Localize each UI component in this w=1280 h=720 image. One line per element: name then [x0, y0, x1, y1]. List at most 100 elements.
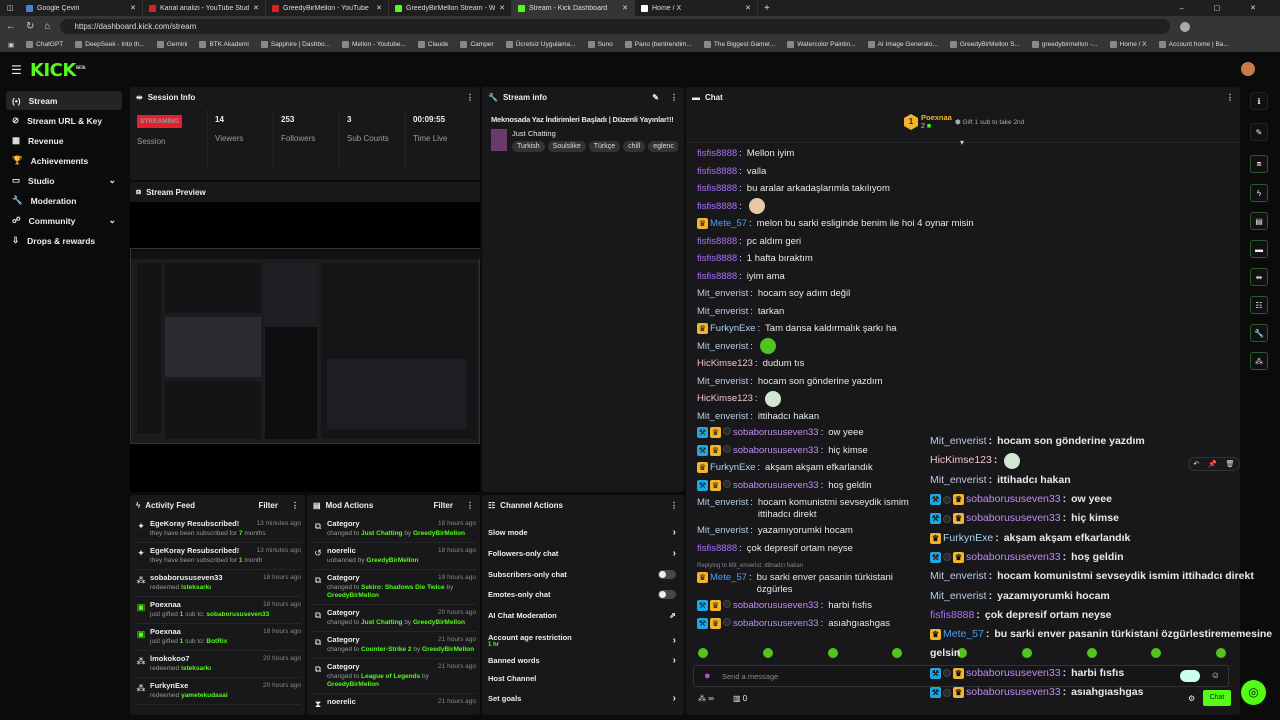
more-icon[interactable]: ⋮	[1226, 92, 1234, 102]
reload-icon[interactable]: ↻	[26, 21, 35, 32]
mod_actions-item[interactable]: ⧉ Category 20 hours ago changed to Just Cha…	[313, 606, 476, 632]
chat-message[interactable]: HicKimse123: dudum tıs	[697, 355, 1237, 373]
bookmark-apps-icon[interactable]: ▣	[8, 41, 15, 49]
sidebar-item-moderation[interactable]: 🔧 Moderation	[6, 191, 122, 210]
highlight[interactable]: Sekiro: Shadows Die Twice	[360, 584, 445, 591]
stream-preview-video[interactable]	[130, 248, 481, 444]
chat-username[interactable]: fisfis8888	[697, 165, 738, 177]
channel-action-set-goals[interactable]: Set goals ›	[488, 693, 676, 704]
browser-tab[interactable]: Stream - Kick Dashboard ✕	[512, 0, 635, 16]
chat-message[interactable]: ⚒ ♛ sobaborususeven33 : ow yeee	[930, 490, 1275, 509]
chat-username[interactable]: sobaborususeven33	[733, 479, 819, 491]
chat-message[interactable]: fisfis8888: iyim ama	[697, 268, 1237, 286]
highlight[interactable]: Just Chatting	[360, 530, 403, 537]
kick-logo[interactable]: KICKBETA	[30, 60, 86, 81]
category-name[interactable]: Just Chatting	[512, 129, 556, 138]
chat-message[interactable]: ♛ FurkynExe: akşam akşam efkarlandık	[697, 460, 925, 478]
tag[interactable]: Turkish	[512, 141, 545, 152]
chat-message[interactable]: Mit_enverist : hocam komunistmi sevseydik…	[930, 567, 1275, 586]
channel-action-followers-only-chat[interactable]: Followers-only chat ›	[488, 548, 676, 559]
tab-actions-icon[interactable]: ◫	[6, 5, 14, 12]
chat-username[interactable]: Mit_enverist	[697, 340, 749, 352]
bookmark[interactable]: Suno	[587, 41, 613, 48]
chat-username[interactable]: HicKimse123	[697, 358, 753, 369]
chat-username[interactable]: Mit_enverist	[930, 435, 987, 448]
chat-message[interactable]: ⚒ ♛ sobaborususeven33 : asıahgıashgas	[930, 683, 1275, 702]
tag[interactable]: Türkçe	[588, 141, 621, 152]
bookmark[interactable]: Claude	[417, 41, 448, 48]
chat-username[interactable]: fisfis8888	[697, 235, 738, 247]
chevron-right-icon[interactable]: ›	[672, 635, 676, 646]
mod_actions-item[interactable]: ⧉ Category 21 hours ago changed to League o…	[313, 660, 476, 694]
chat-username[interactable]: sobaborususeven33	[966, 666, 1061, 679]
activity-item[interactable]: ⁂ lmokokoo7 20 hours ago redeemed isteksark…	[136, 652, 301, 678]
chat-username[interactable]: sobaborususeven33	[966, 550, 1061, 563]
chat-username[interactable]: fisfis8888	[697, 183, 738, 194]
tag[interactable]: eglenc	[648, 141, 678, 152]
bookmark[interactable]: Gemini	[156, 41, 187, 48]
channel-action-banned-words[interactable]: Banned words ›	[488, 655, 676, 666]
edit-icon[interactable]: ✎	[1250, 123, 1268, 141]
chat-username[interactable]: fisfis8888	[697, 148, 738, 159]
chat-message[interactable]: fisfis8888: valla	[697, 163, 1237, 181]
chat-message[interactable]: Mit_enverist : yazamıyorumki hocam	[930, 586, 1275, 605]
chat-username[interactable]: sobaborususeven33	[733, 427, 819, 438]
chat-message[interactable]: ⚒ ♛ sobaborususeven33: harbi fısfıs	[697, 598, 925, 616]
mic-icon[interactable]: ●	[704, 670, 711, 682]
chat-username[interactable]: Mit_enverist	[697, 305, 749, 317]
chat-settings-icon[interactable]: ⚙	[1188, 694, 1196, 703]
chat-message[interactable]: ⚒ ♛ sobaborususeven33: hiç kimse	[697, 443, 925, 461]
mod_actions-item[interactable]: ⧗ noerelic 21 hours ago	[313, 695, 476, 715]
mod_actions-item[interactable]: ⧉ Category 19 hours ago changed to Sekiro: …	[313, 571, 476, 605]
highlight[interactable]: yametekudasai	[181, 692, 228, 699]
bookmark[interactable]: Sapphire | Dashbo...	[260, 41, 330, 48]
sidebar-item-stream-url-key[interactable]: ⊘ Stream URL & Key	[6, 111, 122, 130]
bookmark[interactable]: ChatGPT	[26, 41, 63, 48]
chat-message[interactable]: HicKimse123 :	[930, 451, 1275, 470]
close-tab-icon[interactable]: ✕	[622, 5, 628, 12]
info-icon[interactable]: ℹ	[1250, 92, 1268, 110]
bookmark[interactable]: DeepSeek - Into th...	[75, 41, 145, 48]
channel-points[interactable]: ⁂ ∞	[698, 694, 714, 703]
chat-username[interactable]: fisfis8888	[697, 542, 738, 554]
chat-message[interactable]: ♛ Mete_57: melon bu sarki esliginde benim …	[697, 215, 1237, 233]
emoji-icon[interactable]: ☺	[1210, 670, 1220, 680]
home-icon[interactable]: ⌂	[44, 21, 51, 32]
pin-icon[interactable]: 📌	[1208, 461, 1217, 468]
chevron-down-icon[interactable]: ⌄	[108, 215, 116, 225]
chat-username[interactable]: Mete_57	[710, 218, 747, 229]
bookmark[interactable]: BTK Akademi	[199, 41, 249, 48]
highlight[interactable]: isteksarkı	[181, 584, 212, 591]
chat-message[interactable]: Mit_enverist: tarkan	[697, 303, 1237, 321]
preview-icon[interactable]: ⧈	[1250, 155, 1268, 173]
highlight[interactable]: 1	[179, 638, 184, 645]
highlight[interactable]: BotRix	[206, 638, 228, 645]
chat-message[interactable]: fisfis8888: bu aralar arkadaşlarımla takı…	[697, 180, 1237, 198]
bookmark[interactable]: Watercolor Paintin...	[787, 41, 856, 48]
send-chat-button[interactable]: Chat	[1203, 690, 1231, 706]
sidebar-item-drops-rewards[interactable]: ⇩ Drops & rewards	[6, 231, 122, 250]
bookmark[interactable]: Account home | Ba...	[1158, 41, 1229, 48]
browser-tab[interactable]: Google Çeviri ✕	[20, 0, 143, 16]
chat-username[interactable]: fisfis8888	[930, 608, 975, 621]
chat-username[interactable]: Mete_57	[710, 572, 747, 583]
mod_actions-item[interactable]: ⧉ Category 21 hours ago changed to Counter-…	[313, 633, 476, 659]
chat-message[interactable]: ⚒ ♛ sobaborususeven33 : harbi fısfıs	[930, 664, 1275, 683]
chevron-right-icon[interactable]: ›	[672, 655, 676, 666]
sidebar-item-achievements[interactable]: 🏆 Achievements	[6, 151, 122, 170]
chat-message[interactable]: Mit_enverist: hocam son gönderine yazdım	[697, 373, 1237, 391]
chat-username[interactable]: FurkynExe	[710, 323, 756, 334]
more-icon[interactable]: ⋮	[466, 500, 474, 510]
chat-message[interactable]: HicKimse123:	[697, 390, 1237, 408]
collapse-icon[interactable]: ▾	[960, 138, 965, 147]
bookmark[interactable]: Mellon - Youtube...	[342, 41, 406, 48]
chat-message[interactable]: fisfis8888: çok depresif ortam neyse	[697, 541, 925, 559]
highlight[interactable]: Just Chatting	[360, 619, 403, 626]
sidebar-item-community[interactable]: ☍ Community ⌄	[6, 211, 122, 230]
chat-username[interactable]: sobaborususeven33	[733, 600, 819, 611]
emote-picker-icon[interactable]	[1180, 670, 1200, 682]
highlight[interactable]: GreedyBirMellon	[413, 530, 466, 537]
bookmark[interactable]: The Biggest Gamer...	[703, 41, 775, 48]
bookmark[interactable]: Ücretsiz Uygulama...	[505, 41, 576, 48]
gift-prompt[interactable]: ⬢ Gift 1 sub to take 2nd	[955, 118, 1024, 126]
